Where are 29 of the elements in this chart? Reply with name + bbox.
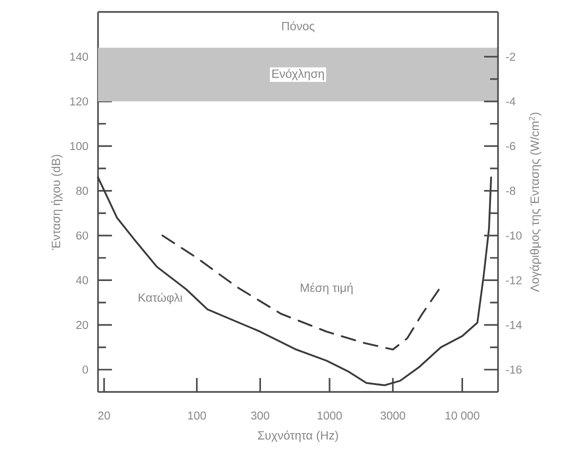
y-tick-label: 120 [70,97,88,106]
annotation: Πόνος [282,21,314,32]
y2-tick-label: -12 [506,276,522,284]
x-tick-label: 3000 [380,412,406,420]
series-label: Κατώφλι [138,292,182,304]
y2-tick-label: -6 [506,142,516,150]
band-label: Ενόχληση [272,68,324,80]
y2-axis-title: Λογάριθμος της Έντασης (W/cm$^{2}$) [528,112,542,292]
text: Μέση τιμή [300,282,353,294]
y-tick-label: 100 [70,142,88,150]
y2-tick-label: -14 [506,320,522,329]
y-tick-label: 80 [76,186,88,195]
x-tick-label: 100 [188,412,206,420]
y-tick-label: 40 [76,276,88,284]
y2-tick-label: -16 [506,366,522,374]
y2-tick-label: -10 [506,231,522,240]
y-axis-title: Ένταση ήχου (dB) [51,154,63,250]
y2-tick-label: -8 [506,186,516,195]
x-axis-title: Συχνότητα (Hz) [258,430,338,442]
y2-tick-label: -4 [506,97,516,106]
y-tick-label: 60 [76,231,88,240]
x-tick-label: 10 000 [446,412,480,420]
x-tick-label: 20 [98,412,110,420]
y-tick-label: 0 [82,366,88,374]
x-tick-label: 300 [251,412,270,420]
y-tick-label: 20 [76,320,88,329]
y2-tick-label: -2 [506,52,516,61]
y-tick-label: 140 [70,52,88,61]
x-tick-label: 1000 [318,412,342,420]
